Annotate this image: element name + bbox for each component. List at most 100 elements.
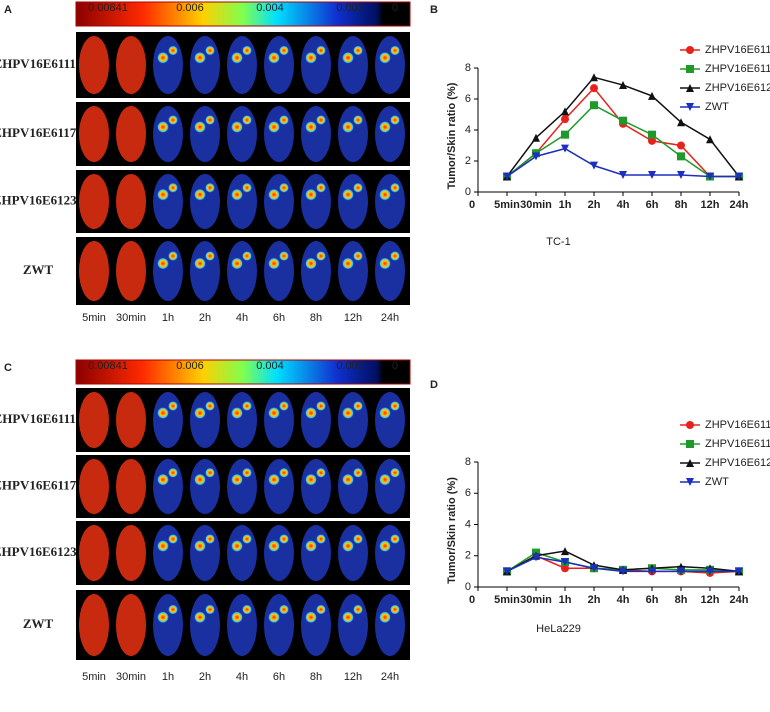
time-label: 6h	[273, 312, 285, 324]
signal	[353, 534, 363, 544]
mouse	[227, 241, 257, 301]
marker	[503, 172, 511, 181]
mouse	[153, 106, 183, 162]
mouse	[227, 392, 257, 448]
signal	[157, 540, 169, 552]
signal	[194, 121, 206, 133]
time-label: 24h	[381, 671, 399, 683]
signal	[205, 604, 215, 615]
signal	[279, 182, 289, 193]
y-tick-label: 8	[465, 456, 471, 468]
marker	[590, 84, 598, 93]
signal	[231, 121, 243, 133]
marker	[590, 161, 598, 170]
signal	[353, 45, 363, 56]
signal	[316, 45, 326, 56]
mouse	[264, 525, 294, 581]
signal	[305, 188, 317, 201]
mouse	[338, 459, 368, 514]
signal	[342, 257, 354, 270]
row-label: ZHPV16E61171	[0, 477, 83, 492]
signal	[279, 604, 289, 615]
signal	[353, 182, 363, 193]
mouse	[190, 106, 220, 162]
signal	[268, 473, 280, 486]
mouse	[301, 174, 331, 229]
marker	[590, 73, 598, 82]
marker	[677, 141, 685, 150]
signal	[231, 611, 243, 624]
mouse	[338, 525, 368, 581]
signal	[390, 115, 400, 125]
mouse	[79, 174, 109, 229]
marker	[686, 46, 694, 54]
mouse	[153, 525, 183, 581]
signal	[242, 604, 252, 615]
signal	[231, 540, 243, 552]
marker	[648, 136, 656, 145]
signal	[194, 473, 206, 486]
row-label: ZHPV16E61235	[0, 544, 84, 559]
x-tick-label: 0	[469, 199, 475, 211]
mouse	[79, 106, 109, 162]
x-tick-label: 0	[469, 594, 475, 606]
marker	[686, 478, 694, 486]
signal	[379, 407, 391, 419]
time-label: 24h	[381, 312, 399, 324]
signal	[231, 51, 243, 64]
signal	[279, 45, 289, 56]
mouse	[116, 106, 146, 162]
mouse	[227, 459, 257, 514]
mouse	[375, 106, 405, 162]
signal	[390, 534, 400, 544]
marker	[677, 170, 685, 179]
signal	[390, 182, 400, 193]
legend-label: ZHPV16E61235	[705, 82, 770, 94]
signal	[305, 540, 317, 552]
signal	[390, 401, 400, 411]
signal	[279, 534, 289, 544]
x-tick-label: 4h	[617, 199, 630, 211]
signal	[231, 407, 243, 419]
mouse	[375, 392, 405, 448]
marker	[686, 84, 694, 92]
colorbar-label: 0.006	[176, 360, 204, 372]
marker	[686, 65, 694, 73]
mouse	[375, 459, 405, 514]
signal	[353, 251, 363, 261]
panel-letter: C	[4, 362, 12, 374]
signal	[242, 182, 252, 193]
x-tick-label: 30min	[520, 594, 552, 606]
marker	[619, 170, 627, 179]
time-label: 1h	[162, 671, 174, 683]
signal	[390, 467, 400, 478]
mouse	[227, 36, 257, 94]
signal	[268, 257, 280, 270]
marker	[686, 459, 694, 467]
marker	[590, 101, 598, 110]
x-tick-label: 8h	[675, 199, 688, 211]
signal	[194, 188, 206, 201]
time-label: 8h	[310, 671, 322, 683]
signal	[268, 51, 280, 64]
signal	[231, 257, 243, 270]
colorbar-label: 0	[392, 2, 398, 14]
marker	[532, 553, 540, 562]
mouse	[153, 392, 183, 448]
mouse	[116, 241, 146, 301]
marker	[503, 567, 511, 576]
marker	[561, 564, 569, 573]
signal	[379, 540, 391, 552]
marker	[735, 567, 743, 576]
signal	[342, 540, 354, 552]
signal	[305, 473, 317, 486]
marker	[561, 115, 569, 124]
signal	[353, 467, 363, 478]
colorbar-label: 0.006	[176, 2, 204, 14]
signal	[168, 251, 178, 261]
signal	[305, 121, 317, 133]
signal	[305, 257, 317, 270]
mouse	[375, 36, 405, 94]
mouse	[153, 36, 183, 94]
mouse	[264, 241, 294, 301]
